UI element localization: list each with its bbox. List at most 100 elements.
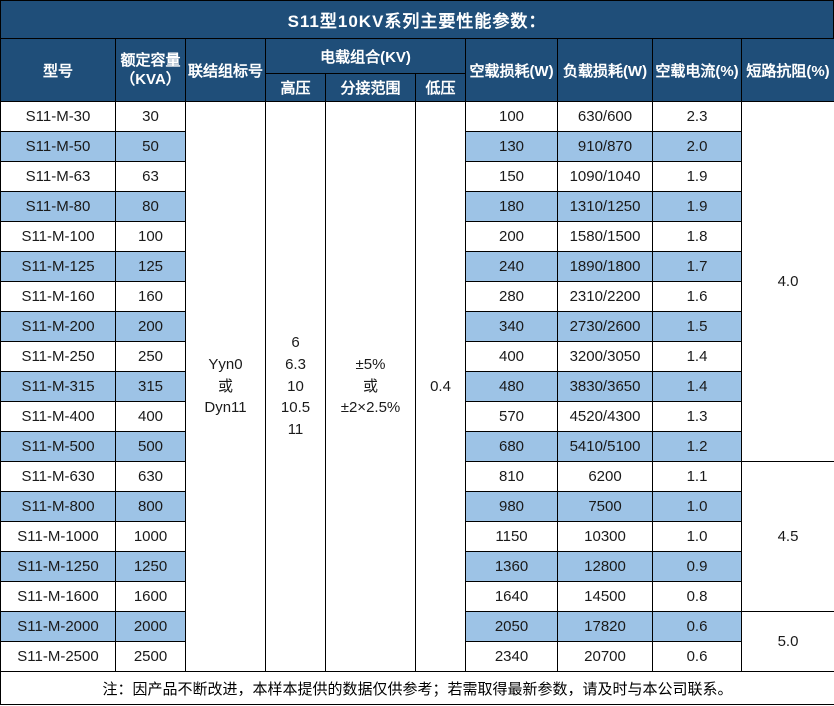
lv-cell: 0.4 [414,101,467,672]
no-load-current-cell: 1.0 [652,521,743,552]
capacity-cell: 1600 [115,581,186,612]
load-loss-cell: 14500 [557,581,654,612]
no-load-current-cell: 0.6 [652,641,743,672]
load-loss-cell: 1580/1500 [557,221,654,252]
load-loss-cell: 5410/5100 [557,431,654,462]
spec-table: 型号 额定容量 （KVA） 联结组标号 电载组合(KV) 空载损耗(W) 负载损… [0,38,834,705]
no-load-loss-cell: 130 [465,131,559,162]
table-header: 型号 额定容量 （KVA） 联结组标号 电载组合(KV) 空载损耗(W) 负载损… [0,38,834,102]
header-tap-range: 分接范围 [325,73,416,102]
capacity-cell: 250 [115,341,186,372]
table-row: S11-M-630 630 810 6200 1.1 4.5 [0,461,834,612]
header-hv: 高压 [265,73,326,102]
no-load-current-cell: 2.0 [652,131,743,162]
load-loss-cell: 10300 [557,521,654,552]
no-load-loss-cell: 340 [465,311,559,342]
capacity-cell: 80 [115,191,186,222]
footnote-row: 注：因产品不断改进，本样本提供的数据仅供参考；若需取得最新参数，请及时与本公司联… [0,671,834,705]
table-row: S11-M-63 63 150 1090/1040 1.9 [0,161,834,192]
table-row: S11-M-315 315 480 3830/3650 1.4 [0,371,834,402]
no-load-loss-cell: 240 [465,251,559,282]
load-loss-cell: 7500 [557,491,654,522]
table-row: S11-M-80 80 180 1310/1250 1.9 [0,191,834,222]
no-load-loss-cell: 570 [465,401,559,432]
impedance-cell: 4.0 [741,101,834,462]
no-load-current-cell: 1.3 [652,401,743,432]
table-footer: 注：因产品不断改进，本样本提供的数据仅供参考；若需取得最新参数，请及时与本公司联… [0,671,834,705]
load-loss-cell: 6200 [557,461,654,492]
header-lv: 低压 [414,73,467,102]
load-loss-cell: 17820 [557,611,654,642]
table-row: S11-M-1000 1000 1150 10300 1.0 [0,521,834,552]
table-row: S11-M-125 125 240 1890/1800 1.7 [0,251,834,282]
no-load-loss-cell: 100 [465,101,559,132]
header-voltage-group: 电载组合(KV) [264,38,467,74]
impedance-cell: 5.0 [741,611,834,672]
load-loss-cell: 20700 [557,641,654,672]
no-load-current-cell: 0.9 [652,551,743,582]
no-load-current-cell: 1.4 [652,371,743,402]
table-body: S11-M-30 30 Yyn0 或 Dyn11 6 6.3 10 10.5 11 ±5… [0,101,834,672]
model-cell: S11-M-2000 [0,611,116,642]
capacity-cell: 1000 [115,521,186,552]
load-loss-cell: 12800 [557,551,654,582]
model-cell: S11-M-315 [0,371,116,402]
no-load-current-cell: 0.6 [652,611,743,642]
no-load-current-cell: 1.4 [652,341,743,372]
header-connection: 联结组标号 [185,38,266,102]
no-load-loss-cell: 150 [465,161,559,192]
table-row: S11-M-1250 1250 1360 12800 0.9 [0,551,834,582]
table-row: S11-M-500 500 680 5410/5100 1.2 [0,431,834,462]
no-load-current-cell: 1.1 [652,461,743,492]
hv-cell: 6 6.3 10 10.5 11 [265,101,326,672]
footnote: 注：因产品不断改进，本样本提供的数据仅供参考；若需取得最新参数，请及时与本公司联… [0,671,834,705]
no-load-current-cell: 1.5 [652,311,743,342]
table-row: S11-M-100 100 200 1580/1500 1.8 [0,221,834,252]
model-cell: S11-M-500 [0,431,116,462]
capacity-cell: 500 [115,431,186,462]
model-cell: S11-M-200 [0,311,116,342]
load-loss-cell: 2730/2600 [557,311,654,342]
no-load-loss-cell: 1640 [465,581,559,612]
header-no-load-current: 空载电流(%) [652,38,743,102]
model-cell: S11-M-125 [0,251,116,282]
model-cell: S11-M-63 [0,161,116,192]
table-row: S11-M-1600 1600 1640 14500 0.8 [0,581,834,612]
header-row-2: 高压 分接范围 低压 [1,73,834,102]
model-cell: S11-M-2500 [0,641,116,672]
header-row-1: 型号 额定容量 （KVA） 联结组标号 电载组合(KV) 空载损耗(W) 负载损… [0,38,834,102]
table-row: S11-M-800 800 980 7500 1.0 [0,491,834,522]
model-cell: S11-M-100 [0,221,116,252]
page-title: S11型10KV系列主要性能参数： [0,0,834,38]
no-load-loss-cell: 280 [465,281,559,312]
capacity-cell: 630 [115,461,186,492]
table-row: S11-M-2500 2500 2340 20700 0.6 [0,641,834,672]
no-load-current-cell: 1.7 [652,251,743,282]
model-cell: S11-M-800 [0,491,116,522]
capacity-cell: 315 [115,371,186,402]
load-loss-cell: 1310/1250 [557,191,654,222]
model-cell: S11-M-250 [0,341,116,372]
capacity-cell: 125 [115,251,186,282]
no-load-current-cell: 1.0 [652,491,743,522]
load-loss-cell: 2310/2200 [557,281,654,312]
capacity-cell: 1250 [115,551,186,582]
no-load-current-cell: 1.2 [652,431,743,462]
table-row: S11-M-400 400 570 4520/4300 1.3 [0,401,834,432]
no-load-current-cell: 2.3 [652,101,743,132]
no-load-loss-cell: 1360 [465,551,559,582]
capacity-cell: 30 [115,101,186,132]
impedance-cell: 4.5 [741,461,834,612]
table-row: S11-M-200 200 340 2730/2600 1.5 [0,311,834,342]
model-cell: S11-M-80 [0,191,116,222]
load-loss-cell: 4520/4300 [557,401,654,432]
no-load-current-cell: 1.9 [652,161,743,192]
header-no-load-loss: 空载损耗(W) [465,38,559,102]
no-load-loss-cell: 680 [465,431,559,462]
model-cell: S11-M-1000 [0,521,116,552]
no-load-current-cell: 1.8 [652,221,743,252]
capacity-cell: 200 [115,311,186,342]
no-load-loss-cell: 2050 [465,611,559,642]
no-load-loss-cell: 2340 [465,641,559,672]
